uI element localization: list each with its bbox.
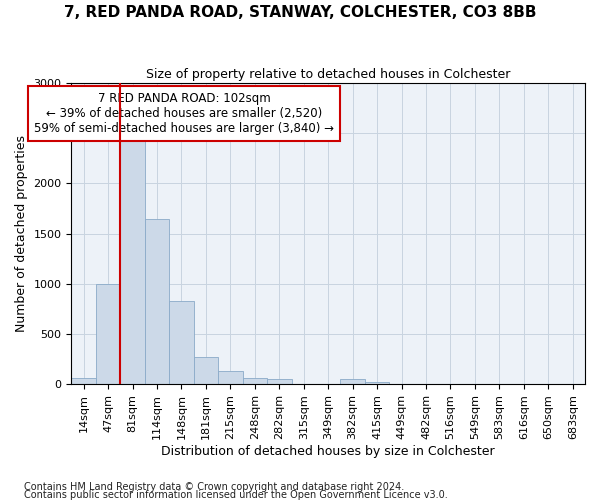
Bar (145, 218, 169, 384)
Bar (267, 378, 292, 384)
Bar (340, 378, 365, 384)
Text: 7, RED PANDA ROAD, STANWAY, COLCHESTER, CO3 8BB: 7, RED PANDA ROAD, STANWAY, COLCHESTER, … (64, 5, 536, 20)
Text: 7 RED PANDA ROAD: 102sqm
← 39% of detached houses are smaller (2,520)
59% of sem: 7 RED PANDA ROAD: 102sqm ← 39% of detach… (34, 92, 334, 135)
Title: Size of property relative to detached houses in Colchester: Size of property relative to detached ho… (146, 68, 511, 80)
Bar (71, 378, 96, 384)
Bar (242, 378, 267, 384)
Y-axis label: Number of detached properties: Number of detached properties (15, 135, 28, 332)
X-axis label: Distribution of detached houses by size in Colchester: Distribution of detached houses by size … (161, 444, 495, 458)
Text: Contains public sector information licensed under the Open Government Licence v3: Contains public sector information licen… (24, 490, 448, 500)
Bar (194, 357, 218, 384)
Bar (121, 136, 145, 384)
Bar (365, 382, 389, 384)
Bar (218, 371, 242, 384)
Bar (169, 301, 194, 384)
Text: Contains HM Land Registry data © Crown copyright and database right 2024.: Contains HM Land Registry data © Crown c… (24, 482, 404, 492)
Bar (96, 284, 121, 384)
